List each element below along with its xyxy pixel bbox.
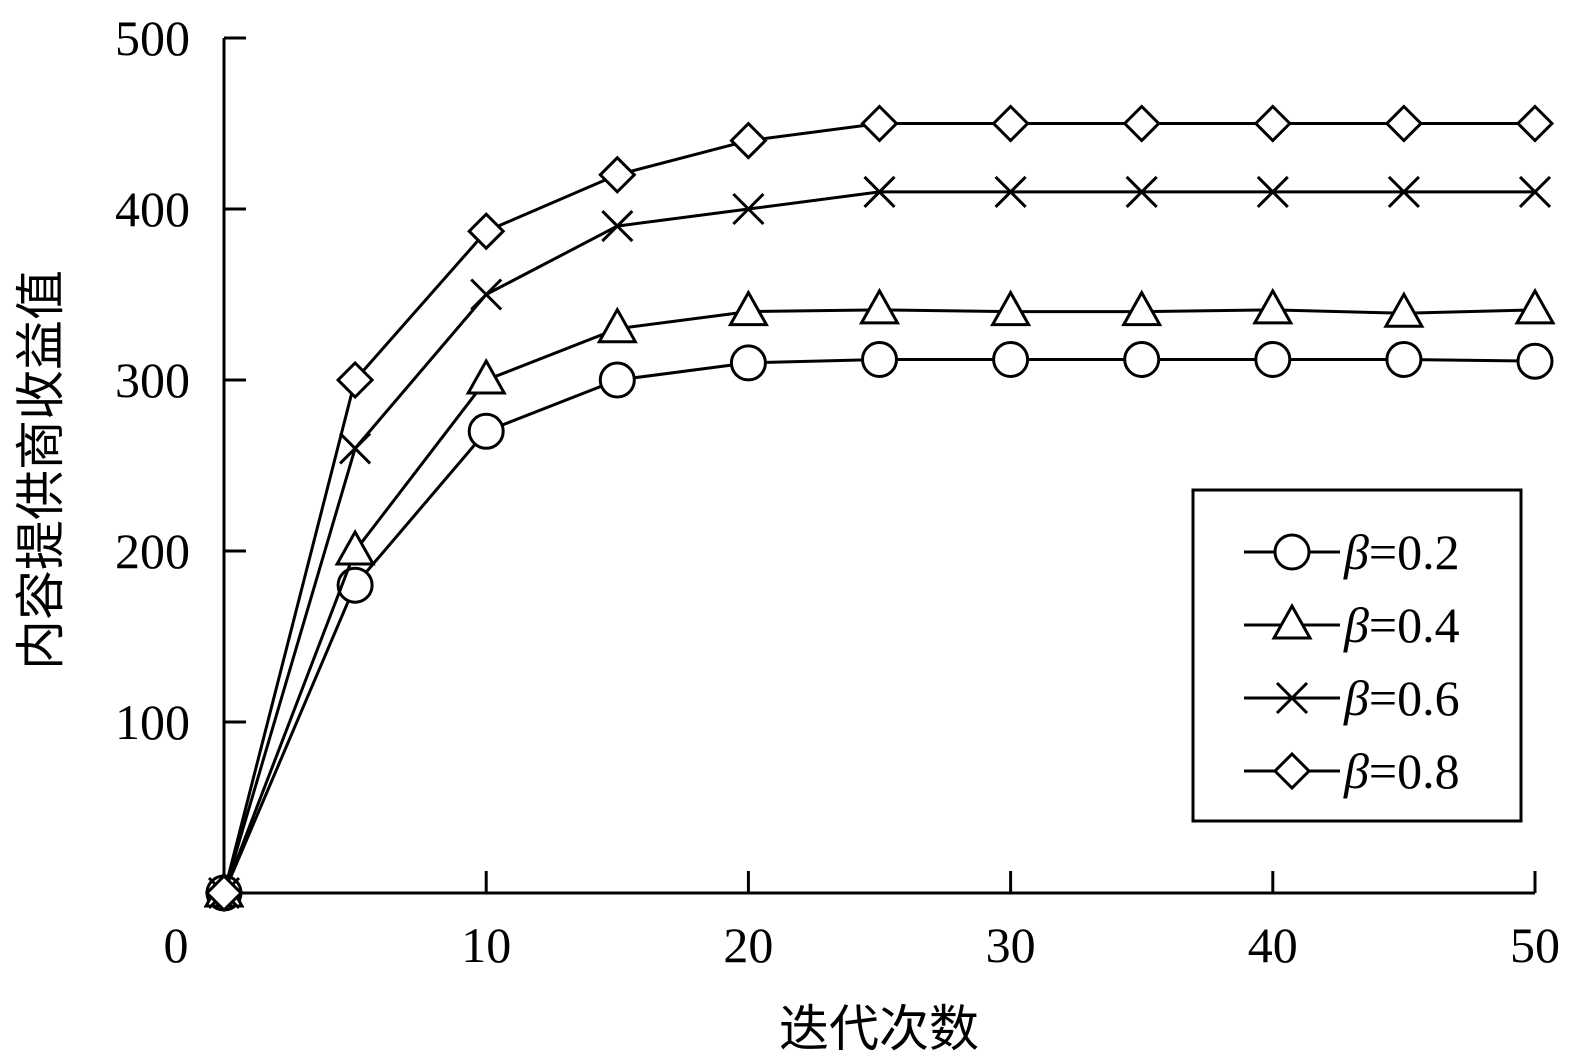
triangle-marker <box>465 357 507 395</box>
cross-stroke <box>732 192 765 226</box>
x-tick-label: 0 <box>164 917 189 973</box>
cross-marker <box>1518 175 1552 208</box>
y-tick-label: 400 <box>115 181 190 237</box>
legend-beta-symbol: β <box>1343 743 1369 799</box>
legend-value: =0.4 <box>1369 597 1460 653</box>
diamond-marker <box>1272 751 1312 791</box>
cross-stroke <box>1387 175 1420 208</box>
diamond-marker <box>1122 104 1161 143</box>
triangle-marker <box>1514 287 1556 325</box>
cross-marker <box>339 432 372 465</box>
diamond-marker <box>991 104 1030 143</box>
legend-label: β=0.8 <box>1343 743 1460 799</box>
legend-box <box>1191 488 1523 823</box>
diamond-marker <box>860 104 899 143</box>
legend-beta-symbol: β <box>1343 597 1369 653</box>
triangle-marker <box>858 287 901 325</box>
cross-stroke <box>1125 175 1158 208</box>
cross-marker <box>1125 175 1158 208</box>
diamond-marker <box>1253 104 1292 143</box>
cross-stroke <box>339 432 372 465</box>
y-tick-label: 100 <box>115 694 190 750</box>
circle-marker <box>1385 340 1423 378</box>
x-axis-title: 迭代次数 <box>779 1000 979 1058</box>
y-tick-label: 200 <box>115 523 190 579</box>
circle-marker <box>1123 340 1161 378</box>
cross-stroke <box>994 175 1027 208</box>
series-diamond <box>204 104 1555 913</box>
circle-marker <box>1273 533 1311 571</box>
legend-beta-symbol: β <box>1343 670 1369 726</box>
legend-value: =0.8 <box>1369 743 1460 799</box>
y-tick-label: 500 <box>115 10 190 66</box>
cross-stroke <box>863 175 896 208</box>
x-tick-label: 10 <box>461 917 511 973</box>
cross-marker <box>470 278 503 311</box>
legend-item: β=0.8 <box>1244 743 1460 799</box>
cross-stroke <box>1518 175 1552 208</box>
diamond-marker <box>729 121 768 160</box>
triangle-marker <box>1271 602 1313 640</box>
series-layer <box>203 104 1556 913</box>
triangle-marker <box>596 306 638 344</box>
diamond-marker <box>204 873 244 913</box>
circle-marker <box>992 340 1030 378</box>
cross-stroke <box>1275 681 1309 715</box>
legend-label: β=0.4 <box>1343 597 1460 653</box>
diamond-marker <box>1384 104 1424 143</box>
series-triangle <box>203 287 1556 908</box>
legend: β=0.2β=0.4β=0.6β=0.8 <box>1191 488 1523 823</box>
legend-item: β=0.4 <box>1244 597 1460 653</box>
triangle-marker <box>1121 289 1163 327</box>
circle-marker <box>861 340 898 378</box>
y-tick-label: 300 <box>115 352 190 408</box>
diamond-marker <box>335 360 375 400</box>
legend-value: =0.6 <box>1369 670 1460 726</box>
x-tick-label: 20 <box>723 917 773 973</box>
cross-marker <box>732 192 765 226</box>
legend-item: β=0.2 <box>1244 524 1460 580</box>
cross-marker <box>1387 175 1420 208</box>
x-tick-label: 30 <box>986 917 1036 973</box>
cross-marker <box>601 210 634 243</box>
triangle-marker <box>727 289 769 327</box>
circle-marker <box>598 361 636 399</box>
cross-stroke <box>470 278 503 311</box>
circle-marker <box>1254 340 1292 378</box>
cross-stroke <box>601 210 634 243</box>
circle-marker <box>729 344 767 382</box>
legend-beta-symbol: β <box>1343 524 1369 580</box>
circle-marker <box>1516 342 1554 380</box>
x-tick-label: 40 <box>1248 917 1298 973</box>
diamond-marker <box>467 212 506 251</box>
triangle-marker <box>990 289 1032 327</box>
legend-label: β=0.6 <box>1343 670 1460 726</box>
triangle-marker <box>1383 291 1425 328</box>
diamond-marker <box>598 155 637 194</box>
cross-marker <box>994 175 1027 208</box>
legend-value: =0.2 <box>1369 524 1460 580</box>
series-cross <box>207 175 1552 910</box>
triangle-marker <box>1252 287 1294 325</box>
cross-marker <box>1256 175 1289 208</box>
y-axis-title: 内容提供商收益值 <box>12 270 70 670</box>
legend-label: β=0.2 <box>1343 524 1460 580</box>
cross-marker <box>1275 681 1309 715</box>
legend-item: β=0.6 <box>1244 670 1460 726</box>
x-tick-label: 50 <box>1510 917 1560 973</box>
cross-marker <box>863 175 896 208</box>
axes: 100 200 300 400 500 0 10 20 30 40 50 <box>115 10 1560 973</box>
cross-stroke <box>1256 175 1289 208</box>
diamond-marker <box>1515 104 1555 143</box>
triangle-marker <box>334 528 376 566</box>
circle-marker <box>467 412 505 450</box>
